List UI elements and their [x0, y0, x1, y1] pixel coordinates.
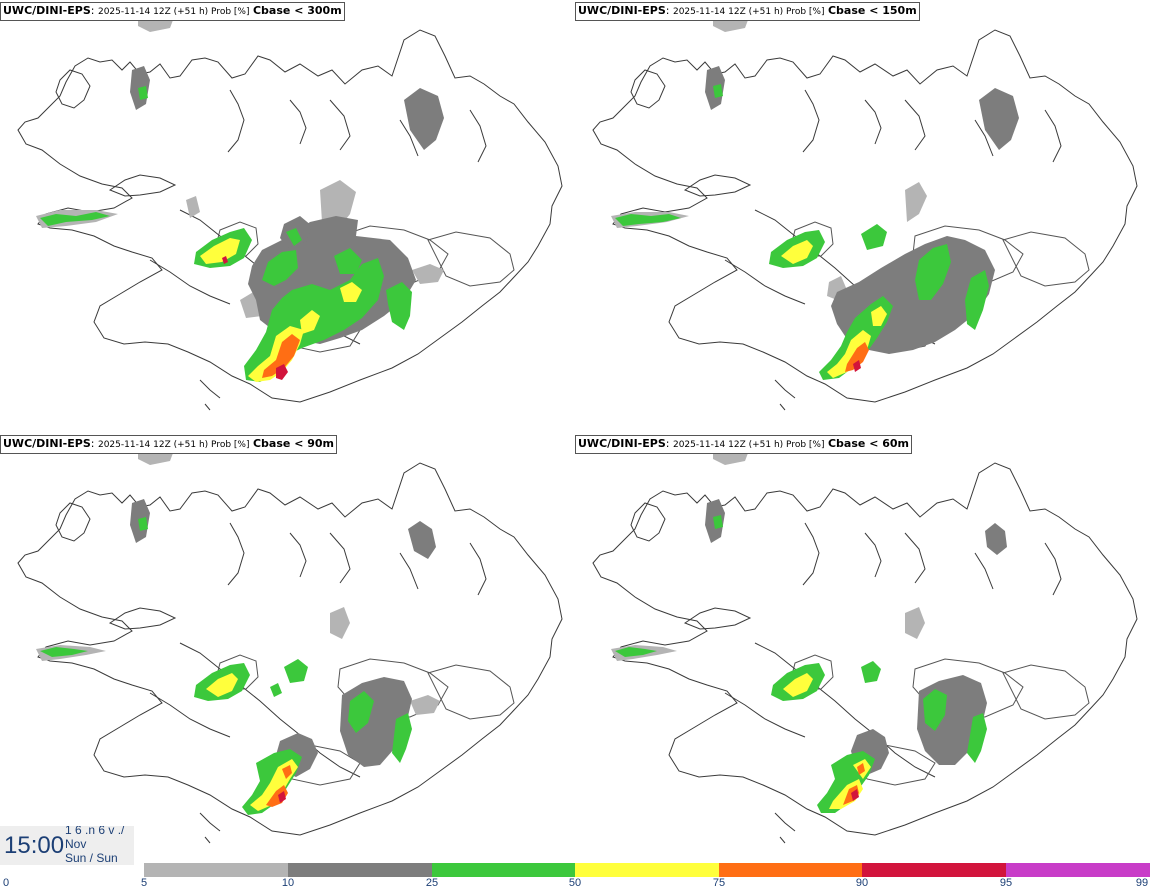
legend-bin — [432, 863, 575, 877]
panel-source: UWC/DINI-EPS — [578, 437, 666, 450]
prob-90 — [222, 256, 288, 380]
panel-field: Cbase < 150m — [827, 4, 917, 17]
coastline — [592, 462, 1138, 844]
prob-75 — [266, 765, 292, 807]
prob-5 — [611, 8, 927, 300]
prob-5 — [611, 441, 925, 661]
legend-bin — [144, 863, 288, 877]
prob-90 — [851, 789, 859, 801]
legend-tick: 90 — [855, 877, 869, 889]
legend-bin — [862, 863, 1006, 877]
panel-separator: : — [665, 437, 670, 450]
map-panel-cbase-300: UWC/DINI-EPS: 2025-11-14 12Z (+51 h) Pro… — [0, 0, 575, 430]
iceland-map-150 — [592, 8, 1138, 411]
legend-tick: 95 — [999, 877, 1013, 889]
panel-separator: : — [90, 4, 95, 17]
legend-tick: 75 — [712, 877, 726, 889]
legend-bin — [1006, 863, 1150, 877]
panel-source: UWC/DINI-EPS — [3, 437, 91, 450]
panel-field: Cbase < 90m — [252, 437, 335, 450]
iceland-map-60 — [592, 441, 1138, 844]
panel-separator: : — [90, 437, 95, 450]
valid-time-box: 15:00 1 6 .n 6 v ./ Nov Sun / Sun — [0, 826, 134, 865]
coastline — [592, 29, 1138, 411]
map-panel-cbase-60: UWC/DINI-EPS: 2025-11-14 12Z (+51 h) Pro… — [575, 433, 1150, 863]
map-panel-cbase-150: UWC/DINI-EPS: 2025-11-14 12Z (+51 h) Pro… — [575, 0, 1150, 430]
prob-90 — [278, 791, 286, 803]
iceland-map-300 — [17, 8, 563, 411]
legend-tick: 99 — [1135, 877, 1149, 889]
legend-tick: 25 — [425, 877, 439, 889]
map-panel-cbase-90: UWC/DINI-EPS: 2025-11-14 12Z (+51 h) Pro… — [0, 433, 575, 863]
panel-meta: 2025-11-14 12Z (+51 h) Prob [%] — [97, 440, 250, 450]
prob-75 — [843, 763, 865, 805]
legend-tick: 5 — [140, 877, 148, 889]
coastline — [17, 462, 563, 844]
iceland-map-90 — [17, 441, 563, 844]
panel-title: UWC/DINI-EPS: 2025-11-14 12Z (+51 h) Pro… — [0, 435, 338, 454]
legend-bin — [575, 863, 719, 877]
prob-90 — [853, 360, 861, 372]
panel-title: UWC/DINI-EPS: 2025-11-14 12Z (+51 h) Pro… — [575, 435, 913, 454]
panel-title: UWC/DINI-EPS: 2025-11-14 12Z (+51 h) Pro… — [575, 2, 920, 21]
legend-bin — [288, 863, 432, 877]
legend-tick: 50 — [568, 877, 582, 889]
panel-meta: 2025-11-14 12Z (+51 h) Prob [%] — [672, 7, 825, 17]
panel-title: UWC/DINI-EPS: 2025-11-14 12Z (+51 h) Pro… — [0, 2, 345, 21]
legend-tick: 10 — [281, 877, 295, 889]
panel-field: Cbase < 60m — [827, 437, 910, 450]
panel-field: Cbase < 300m — [252, 4, 342, 17]
legend-tick: 0 — [2, 877, 10, 889]
panel-meta: 2025-11-14 12Z (+51 h) Prob [%] — [672, 440, 825, 450]
panel-source: UWC/DINI-EPS — [578, 4, 666, 17]
legend-bin — [719, 863, 862, 877]
prob-75 — [845, 342, 869, 372]
valid-time-date-line: 1 6 .n 6 v ./ — [65, 826, 125, 837]
prob-75 — [262, 334, 300, 378]
prob-25 — [40, 517, 412, 815]
panel-source: UWC/DINI-EPS — [3, 4, 91, 17]
prob-10 — [705, 499, 1007, 775]
valid-time-date-line: Sun / Sun — [65, 851, 118, 865]
prob-10 — [130, 499, 436, 777]
panel-meta: 2025-11-14 12Z (+51 h) Prob [%] — [97, 7, 250, 17]
panel-separator: : — [665, 4, 670, 17]
prob-50 — [781, 240, 887, 378]
valid-time-clock: 15:00 — [4, 832, 65, 859]
probability-legend: 0 5 10 25 50 75 90 95 99 — [0, 860, 1150, 891]
valid-time-date-line: Nov — [65, 837, 87, 851]
